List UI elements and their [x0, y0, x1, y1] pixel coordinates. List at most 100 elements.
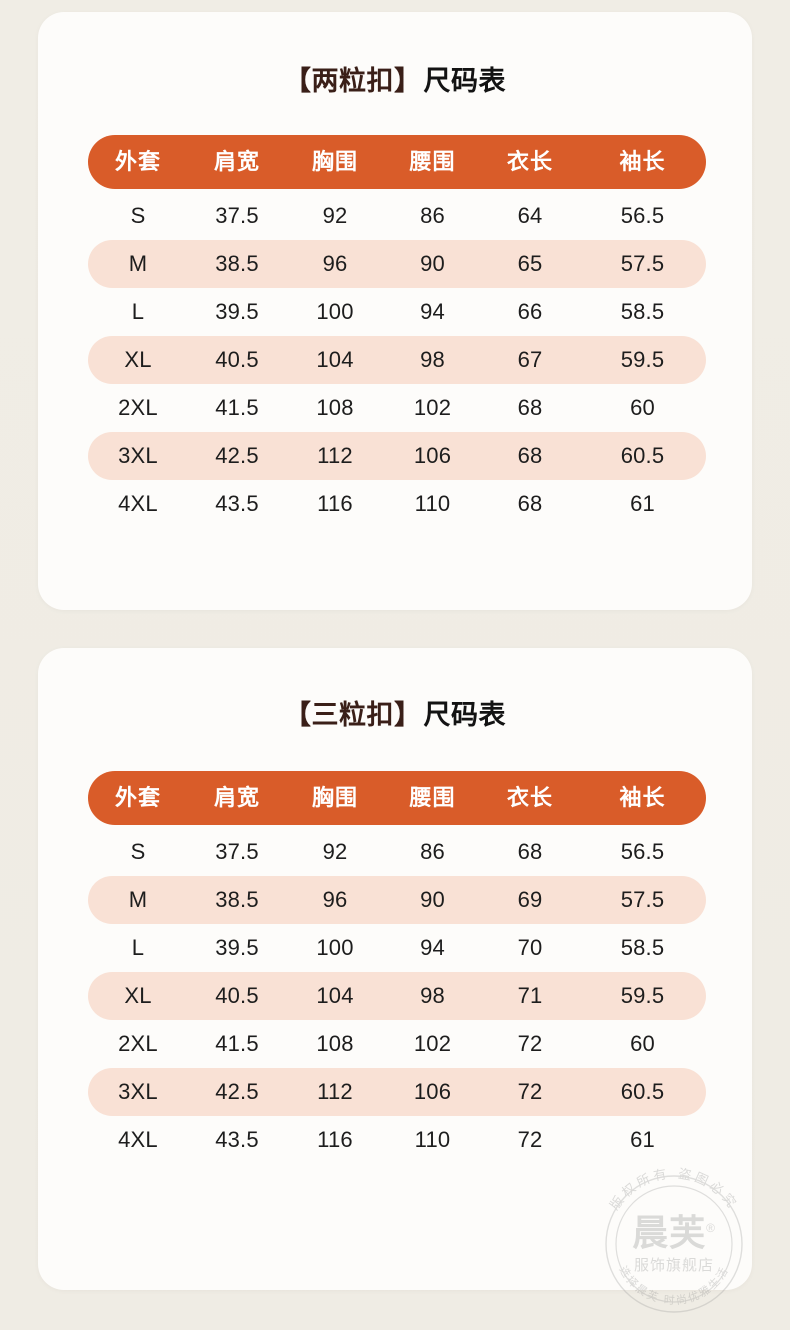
cell-waist: 106 — [413, 1079, 452, 1104]
cell-sleeve: 59.5 — [620, 347, 665, 372]
cell-shoulder: 40.5 — [215, 347, 259, 372]
cell-sleeve: 57.5 — [620, 887, 665, 912]
cell-size: 2XL — [118, 1031, 158, 1056]
table-row: S 37.5 92 86 68 56.5 — [88, 828, 706, 876]
cell-length: 66 — [517, 299, 543, 324]
cell-waist: 110 — [414, 1127, 451, 1152]
cell-size: XL — [124, 983, 152, 1008]
cell-waist: 98 — [420, 983, 445, 1008]
cell-length: 68 — [517, 491, 543, 516]
cell-sleeve: 57.5 — [620, 251, 665, 276]
size-table-two-button: 外套 肩宽 胸围 腰围 衣长 袖长 S 37.5 92 86 64 56.5 M… — [88, 135, 706, 528]
table-row: S 37.5 92 86 64 56.5 — [88, 192, 706, 240]
title-bracketed-text: 【三粒扣】 — [284, 700, 422, 730]
size-table-three-button: 外套 肩宽 胸围 腰围 衣长 袖长 S 37.5 92 86 68 56.5 M… — [88, 771, 706, 1164]
cell-shoulder: 38.5 — [215, 251, 259, 276]
table-row: 2XL 41.5 108 102 68 60 — [88, 384, 706, 432]
cell-bust: 108 — [316, 395, 354, 420]
cell-sleeve: 61 — [630, 1127, 655, 1152]
cell-shoulder: 37.5 — [215, 839, 259, 864]
cell-shoulder: 38.5 — [215, 887, 259, 912]
cell-length: 68 — [517, 839, 543, 864]
table-row: 3XL 42.5 112 106 72 60.5 — [88, 1068, 706, 1116]
cell-shoulder: 39.5 — [215, 935, 259, 960]
cell-length: 72 — [517, 1079, 543, 1104]
cell-waist: 98 — [420, 347, 445, 372]
table-row: M 38.5 96 90 65 57.5 — [88, 240, 706, 288]
cell-sleeve: 58.5 — [620, 935, 665, 960]
cell-size: XL — [124, 347, 152, 372]
column-header-sleeve: 袖长 — [619, 149, 666, 174]
cell-size: 2XL — [118, 395, 158, 420]
column-header-bust: 胸围 — [311, 149, 358, 174]
cell-length: 72 — [517, 1127, 543, 1152]
column-header-waist: 腰围 — [409, 785, 456, 810]
cell-bust: 108 — [316, 1031, 354, 1056]
title-plain-text: 尺码表 — [423, 700, 506, 730]
cell-bust: 112 — [317, 1079, 353, 1104]
cell-length: 72 — [517, 1031, 543, 1056]
cell-sleeve: 58.5 — [620, 299, 665, 324]
table-row: XL 40.5 104 98 67 59.5 — [88, 336, 706, 384]
cell-shoulder: 42.5 — [215, 443, 259, 468]
cell-bust: 92 — [322, 839, 348, 864]
cell-size: 4XL — [118, 1127, 158, 1152]
cell-length: 65 — [517, 251, 543, 276]
size-chart-card-two-button: 【两粒扣】尺码表 外套 肩宽 胸围 腰围 衣长 袖长 S 37.5 92 86 … — [38, 12, 752, 610]
cell-length: 71 — [517, 983, 543, 1008]
column-header-length: 衣长 — [506, 785, 553, 810]
table-header-row: 外套 肩宽 胸围 腰围 衣长 袖长 — [88, 135, 706, 189]
table-row: M 38.5 96 90 69 57.5 — [88, 876, 706, 924]
cell-bust: 96 — [322, 887, 348, 912]
cell-waist: 90 — [420, 887, 445, 912]
column-header-bust: 胸围 — [311, 785, 358, 810]
cell-waist: 86 — [420, 839, 445, 864]
cell-bust: 104 — [316, 983, 354, 1008]
title-bracketed-text: 【两粒扣】 — [284, 66, 422, 96]
table-row: XL 40.5 104 98 71 59.5 — [88, 972, 706, 1020]
cell-waist: 86 — [420, 203, 445, 228]
table-row: 4XL 43.5 116 110 68 61 — [88, 480, 706, 528]
cell-length: 69 — [517, 887, 543, 912]
cell-sleeve: 56.5 — [620, 203, 665, 228]
column-header-shoulder: 肩宽 — [213, 785, 260, 810]
cell-length: 70 — [517, 935, 543, 960]
cell-bust: 96 — [322, 251, 348, 276]
title-plain-text: 尺码表 — [423, 66, 506, 96]
table-row: L 39.5 100 94 70 58.5 — [88, 924, 706, 972]
cell-shoulder: 41.5 — [215, 395, 259, 420]
cell-sleeve: 61 — [630, 491, 655, 516]
column-header-jacket: 外套 — [114, 149, 161, 174]
cell-shoulder: 43.5 — [215, 491, 259, 516]
cell-size: 3XL — [118, 1079, 158, 1104]
cell-waist: 90 — [420, 251, 445, 276]
cell-size: L — [131, 299, 145, 324]
cell-bust: 92 — [322, 203, 348, 228]
page-title-three-button: 【三粒扣】尺码表 — [38, 648, 752, 729]
cell-waist: 102 — [413, 395, 452, 420]
cell-shoulder: 42.5 — [215, 1079, 259, 1104]
cell-bust: 100 — [316, 935, 354, 960]
column-header-jacket: 外套 — [114, 785, 161, 810]
cell-sleeve: 60 — [630, 395, 655, 420]
table-row: 4XL 43.5 116 110 72 61 — [88, 1116, 706, 1164]
size-chart-card-three-button: 【三粒扣】尺码表 外套 肩宽 胸围 腰围 衣长 袖长 S 37.5 92 86 … — [38, 648, 752, 1290]
cell-size: S — [130, 203, 146, 228]
column-header-shoulder: 肩宽 — [213, 149, 260, 174]
table-row: 3XL 42.5 112 106 68 60.5 — [88, 432, 706, 480]
cell-shoulder: 37.5 — [215, 203, 259, 228]
table-row: L 39.5 100 94 66 58.5 — [88, 288, 706, 336]
cell-size: 4XL — [118, 491, 158, 516]
table-row: 2XL 41.5 108 102 72 60 — [88, 1020, 706, 1068]
cell-bust: 104 — [316, 347, 354, 372]
cell-bust: 116 — [317, 1127, 353, 1152]
cell-shoulder: 39.5 — [215, 299, 259, 324]
cell-bust: 100 — [316, 299, 354, 324]
cell-waist: 94 — [420, 299, 445, 324]
cell-length: 67 — [517, 347, 543, 372]
cell-sleeve: 56.5 — [620, 839, 665, 864]
cell-length: 64 — [517, 203, 543, 228]
cell-sleeve: 59.5 — [620, 983, 665, 1008]
cell-length: 68 — [517, 443, 543, 468]
cell-bust: 116 — [317, 491, 353, 516]
